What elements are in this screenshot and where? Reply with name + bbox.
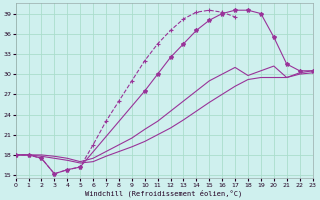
X-axis label: Windchill (Refroidissement éolien,°C): Windchill (Refroidissement éolien,°C): [85, 189, 243, 197]
